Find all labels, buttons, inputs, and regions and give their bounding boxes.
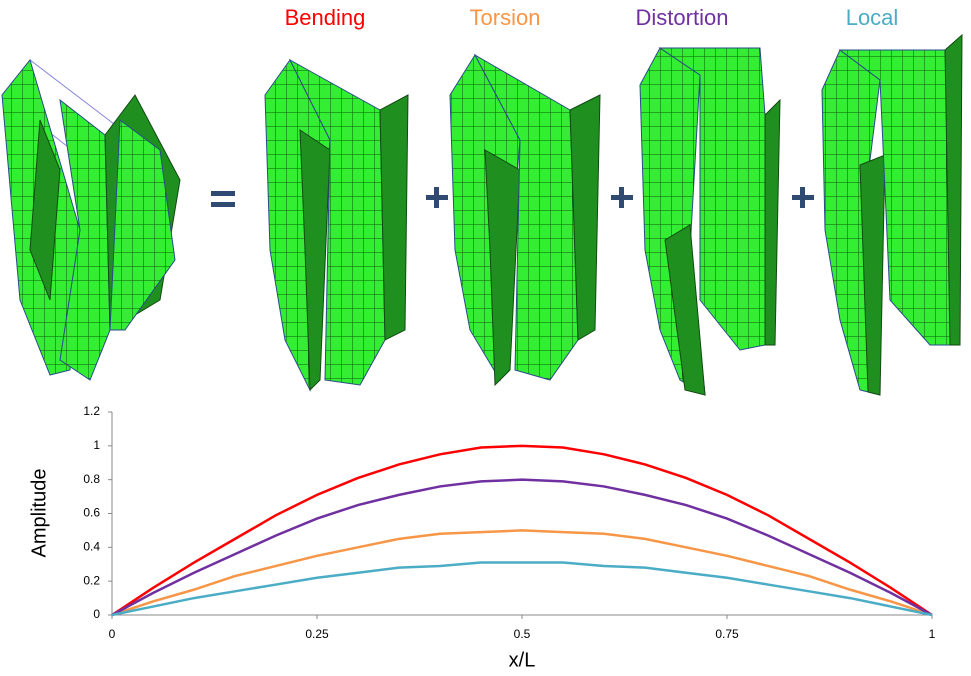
distortion-shape [639,47,781,396]
series-line [111,444,933,617]
series-line [111,529,933,617]
x-axis-label: x/L [509,649,536,671]
torsion-shape [449,53,601,387]
y-tick-label: 0.2 [83,573,100,587]
deformed-shapes [1,33,963,396]
y-tick-label: 0 [93,607,100,621]
plus-sign [611,187,633,208]
y-tick-label: 1 [93,438,100,452]
mode-label: Torsion [470,5,541,30]
x-tick-label: 0.75 [715,627,739,641]
bending-shape [264,58,409,392]
mode-label: Distortion [636,5,729,30]
local-shape [821,33,963,396]
series-line [111,478,933,617]
mode-label: Bending [285,5,366,30]
x-tick-label: 0 [109,627,116,641]
equals-sign [211,202,235,207]
y-tick-label: 0.6 [83,506,100,520]
operators [211,187,814,208]
plus-sign [426,187,448,208]
total-shape [1,58,181,381]
series-line [111,561,933,617]
x-tick-label: 0.5 [514,627,531,641]
equals-sign [211,191,235,196]
y-tick-label: 0.8 [83,472,100,486]
mode-label: Local [846,5,899,30]
x-tick-label: 0.25 [305,627,329,641]
y-tick-label: 0.4 [83,540,100,554]
plus-sign [792,187,814,208]
y-axis-label: Amplitude [28,469,50,558]
x-tick-label: 1 [929,627,936,641]
y-tick-label: 1.2 [83,404,100,418]
